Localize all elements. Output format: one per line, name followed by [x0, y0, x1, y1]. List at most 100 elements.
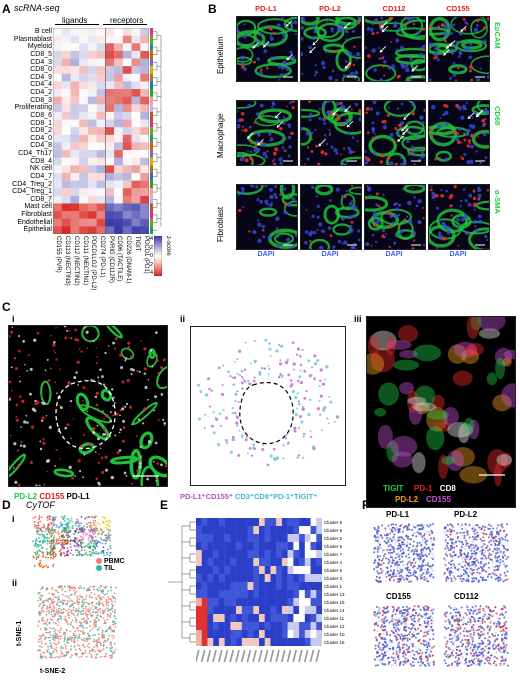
cell-point: [267, 364, 270, 367]
cluster-heatmap-cell: [207, 542, 214, 551]
cluster-heatmap-cell: [253, 582, 260, 591]
heatmap-cell: [105, 142, 115, 151]
legend-c-iii-item: CD8: [440, 484, 457, 493]
heatmap-cell: [105, 58, 115, 67]
heatmap-cell: [131, 50, 141, 59]
heatmap-cell: [61, 28, 71, 36]
cluster-heatmap-cell: [316, 622, 322, 631]
heatmap-cell: [114, 218, 124, 227]
cluster-heatmap-cell: [253, 630, 260, 639]
cluster-heatmap-cell: [276, 622, 283, 631]
cluster-heatmap-cell: [259, 630, 265, 639]
cell-point: [237, 453, 241, 457]
cluster-heatmap-cell: [264, 590, 271, 599]
colorbar-tick-label: 2: [149, 261, 153, 268]
marker-header: CD155: [446, 4, 470, 13]
cell-point: [275, 456, 280, 460]
heatmap-cell: [70, 127, 80, 136]
heatmap-cell: [114, 188, 124, 197]
cluster-heatmap-cell: [196, 598, 202, 607]
cluster-heatmap-cell: [247, 550, 254, 559]
cell-point: [301, 405, 305, 409]
cell-point: [297, 426, 300, 429]
heatmap-cell: [114, 73, 124, 82]
cluster-heatmap-cell: [207, 526, 214, 535]
heatmap-cell: [79, 142, 89, 151]
marker-tick-label: [200, 649, 206, 663]
cluster-heatmap-cell: [293, 542, 300, 551]
panel-b-letter: B: [208, 2, 217, 16]
cell-point: [268, 367, 271, 370]
cluster-color-strip: [150, 35, 153, 44]
cell-point: [287, 442, 290, 445]
heatmap-cell: [61, 150, 71, 158]
cell-point: [269, 355, 272, 358]
cell-point: [266, 463, 270, 467]
cluster-heatmap-cell: [293, 574, 300, 583]
panel-f-letter: F: [362, 498, 370, 512]
cluster-heatmap-cell: [304, 598, 311, 607]
cluster-heatmap-cell: [247, 582, 254, 591]
cluster-heatmap-cell: [247, 598, 254, 607]
heatmap-cell: [53, 218, 62, 227]
cluster-heatmap-cell: [299, 558, 306, 567]
heatmap-cell: [105, 96, 115, 105]
heatmap-row-label: CD4_2: [30, 89, 52, 97]
cluster-heatmap-cell: [287, 582, 294, 591]
cell-point: [236, 390, 239, 393]
cell-point: [299, 369, 302, 372]
cluster-heatmap-cell: [270, 574, 277, 583]
marker-tick-label: [269, 649, 275, 663]
heatmap-cell: [70, 195, 80, 204]
cluster-color-strip: [150, 165, 153, 173]
cluster-heatmap-cell: [293, 614, 300, 623]
heatmap-cell: [131, 96, 141, 105]
cluster-heatmap-cell: [218, 518, 225, 527]
cell-marker-label: CD68: [493, 106, 502, 126]
zoom-image-c-iii: TIGIT PD-1 CD8 PD-L2 CD155: [366, 316, 516, 508]
cluster-heatmap-cell: [276, 638, 283, 646]
cluster-heatmap-cell: [259, 518, 265, 527]
cluster-heatmap-cell: [224, 606, 231, 615]
heatmap-cell: [61, 58, 71, 67]
cluster-heatmap-cell: [264, 534, 271, 543]
cluster-heatmap-cell: [241, 614, 248, 623]
heatmap-cell: [131, 142, 141, 151]
heatmap-row-label: Mast cell: [24, 203, 52, 211]
cluster-heatmap-cell: [236, 558, 243, 567]
heatmap-cell: [140, 81, 149, 90]
heatmap-cell: [53, 150, 62, 158]
cluster-heatmap-cell: [241, 558, 248, 567]
cell-point: [229, 374, 232, 378]
ligands-group-label: ligands: [62, 16, 88, 25]
cluster-heatmap-cell: [201, 582, 208, 591]
heatmap-row-label: Epithelial: [23, 226, 52, 234]
cluster-heatmap-cell: [264, 630, 271, 639]
cell-point: [297, 402, 301, 406]
marker-tick-label: [240, 649, 246, 663]
receptors-bracket: [103, 24, 147, 25]
cluster-heatmap-cell: [218, 526, 225, 535]
cluster-heatmap-cell: [281, 542, 288, 551]
fluorescence-tile: [236, 16, 298, 82]
cluster-heatmap-cell: [236, 550, 243, 559]
cell-point: [248, 382, 252, 386]
cell-point: [302, 432, 306, 436]
heatmap-cell: [114, 203, 124, 212]
cell-point: [312, 447, 316, 451]
cell-point: [308, 398, 312, 402]
cell-point: [232, 383, 236, 387]
heatmap-cell: [79, 180, 89, 189]
cluster-heatmap-cell: [281, 574, 288, 583]
ligands-bracket: [55, 24, 99, 25]
heatmap-cell: [70, 142, 80, 151]
heatmap-cell: [61, 218, 71, 227]
heatmap-cell: [96, 58, 106, 67]
heatmap-column-label: TIGIT: [133, 236, 140, 252]
heatmap-column-label: CD96 (TACTILE): [116, 236, 123, 282]
scrna-heatmap: [53, 28, 149, 234]
cluster-heatmap-cell: [247, 614, 254, 623]
cluster-heatmap-cell: [270, 598, 277, 607]
heatmap-cell: [96, 180, 106, 189]
heatmap-cell: [79, 226, 89, 234]
